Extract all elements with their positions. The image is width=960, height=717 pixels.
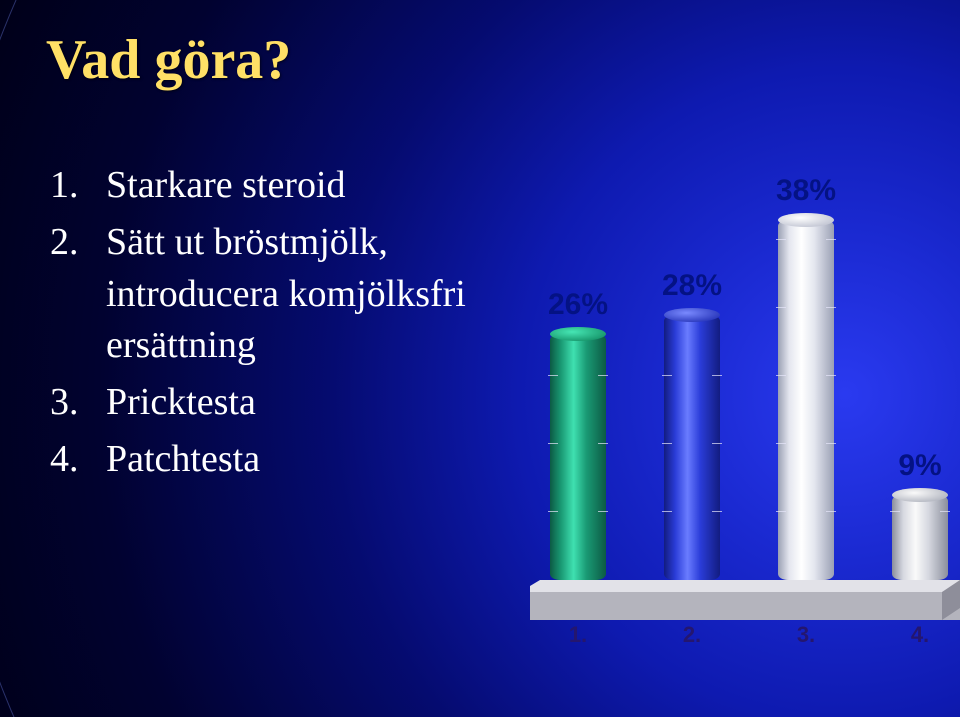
bar-tick <box>598 443 608 444</box>
list-item-number: 2. <box>50 217 106 268</box>
chart-bar: 9% <box>892 495 948 580</box>
bar-tick <box>826 239 836 240</box>
bar-tick <box>776 307 786 308</box>
chart-bar: 26% <box>550 334 606 580</box>
bar-tick <box>712 511 722 512</box>
bar-tick <box>712 375 722 376</box>
bar-tick <box>776 443 786 444</box>
bar-tick <box>662 511 672 512</box>
bar-cylinder <box>664 315 720 580</box>
slide: Vad göra? 1. Starkare steroid 2. Sätt ut… <box>0 0 960 717</box>
bar-tick <box>826 307 836 308</box>
list-item-text: Starkare steroid <box>106 160 520 211</box>
bar-tick <box>826 511 836 512</box>
bar-tick <box>548 511 558 512</box>
list-item: 2. Sätt ut bröstmjölk, introducera komjö… <box>50 217 520 371</box>
list-item: 4. Patchtesta <box>50 434 520 485</box>
chart-bar: 38% <box>778 220 834 580</box>
axis-category-label: 2. <box>664 622 720 648</box>
bar-cylinder <box>550 334 606 580</box>
list-item: 1. Starkare steroid <box>50 160 520 211</box>
chart-base <box>530 580 960 620</box>
bar-tick <box>776 375 786 376</box>
bar-tick <box>548 375 558 376</box>
list-item: 3. Pricktesta <box>50 377 520 428</box>
list-item-number: 1. <box>50 160 106 211</box>
bar-chart: 26%28%38%9% 1.2.3.4. <box>530 120 960 640</box>
bar-tick <box>776 239 786 240</box>
list-item-text: Sätt ut bröstmjölk, introducera komjölks… <box>106 217 520 371</box>
bar-tick <box>598 511 608 512</box>
bar-tick <box>662 375 672 376</box>
list-item-number: 4. <box>50 434 106 485</box>
axis-category-label: 3. <box>778 622 834 648</box>
chart-bar: 28% <box>664 315 720 580</box>
bar-value-label: 38% <box>746 174 866 208</box>
bar-tick <box>662 443 672 444</box>
axis-category-label: 1. <box>550 622 606 648</box>
bar-value-label: 28% <box>632 269 752 303</box>
bar-top-ellipse <box>664 308 720 322</box>
bar-top-ellipse <box>778 213 834 227</box>
list-item-number: 3. <box>50 377 106 428</box>
bar-value-label: 9% <box>860 449 960 483</box>
bar-tick <box>890 511 900 512</box>
list-item-text: Pricktesta <box>106 377 520 428</box>
bar-tick <box>548 443 558 444</box>
bar-cylinder <box>778 220 834 580</box>
slide-title: Vad göra? <box>46 28 291 92</box>
bar-tick <box>826 375 836 376</box>
bar-tick <box>826 443 836 444</box>
bar-value-label: 26% <box>518 288 638 322</box>
option-list: 1. Starkare steroid 2. Sätt ut bröstmjöl… <box>50 160 520 492</box>
bar-tick <box>598 375 608 376</box>
bar-tick <box>776 511 786 512</box>
bar-tick <box>712 443 722 444</box>
bar-top-ellipse <box>550 327 606 341</box>
axis-category-label: 4. <box>892 622 948 648</box>
bar-tick <box>940 511 950 512</box>
list-item-text: Patchtesta <box>106 434 520 485</box>
bar-top-ellipse <box>892 488 948 502</box>
bar-cylinder <box>892 495 948 580</box>
